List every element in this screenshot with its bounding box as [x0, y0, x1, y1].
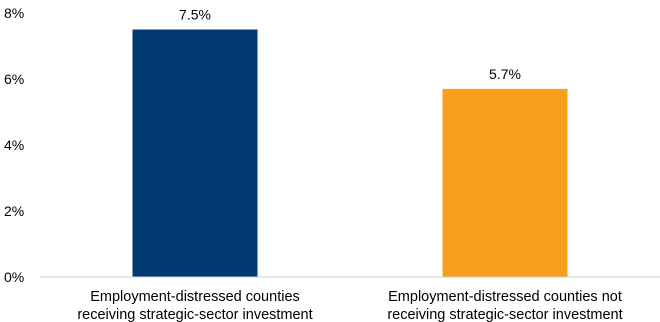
y-tick-label: 6%: [4, 71, 24, 87]
bar: [442, 88, 568, 278]
category-label: receiving strategic-sector investment: [387, 307, 622, 322]
y-axis: 0% 2% 4% 6% 8%: [4, 5, 24, 285]
data-label: 5.7%: [489, 66, 521, 82]
x-axis: Employment-distressed counties receiving …: [77, 289, 622, 322]
bars: [132, 29, 568, 278]
y-tick-label: 0%: [4, 269, 24, 285]
category-label: receiving strategic-sector investment: [77, 307, 312, 322]
y-tick-label: 8%: [4, 5, 24, 21]
data-labels: 7.5% 5.7%: [179, 7, 521, 82]
category-label: Employment-distressed counties not: [388, 289, 622, 305]
bar: [132, 29, 258, 277]
data-label: 7.5%: [179, 7, 211, 23]
y-tick-label: 4%: [4, 137, 24, 153]
category-label: Employment-distressed counties: [90, 289, 300, 305]
y-tick-label: 2%: [4, 203, 24, 219]
